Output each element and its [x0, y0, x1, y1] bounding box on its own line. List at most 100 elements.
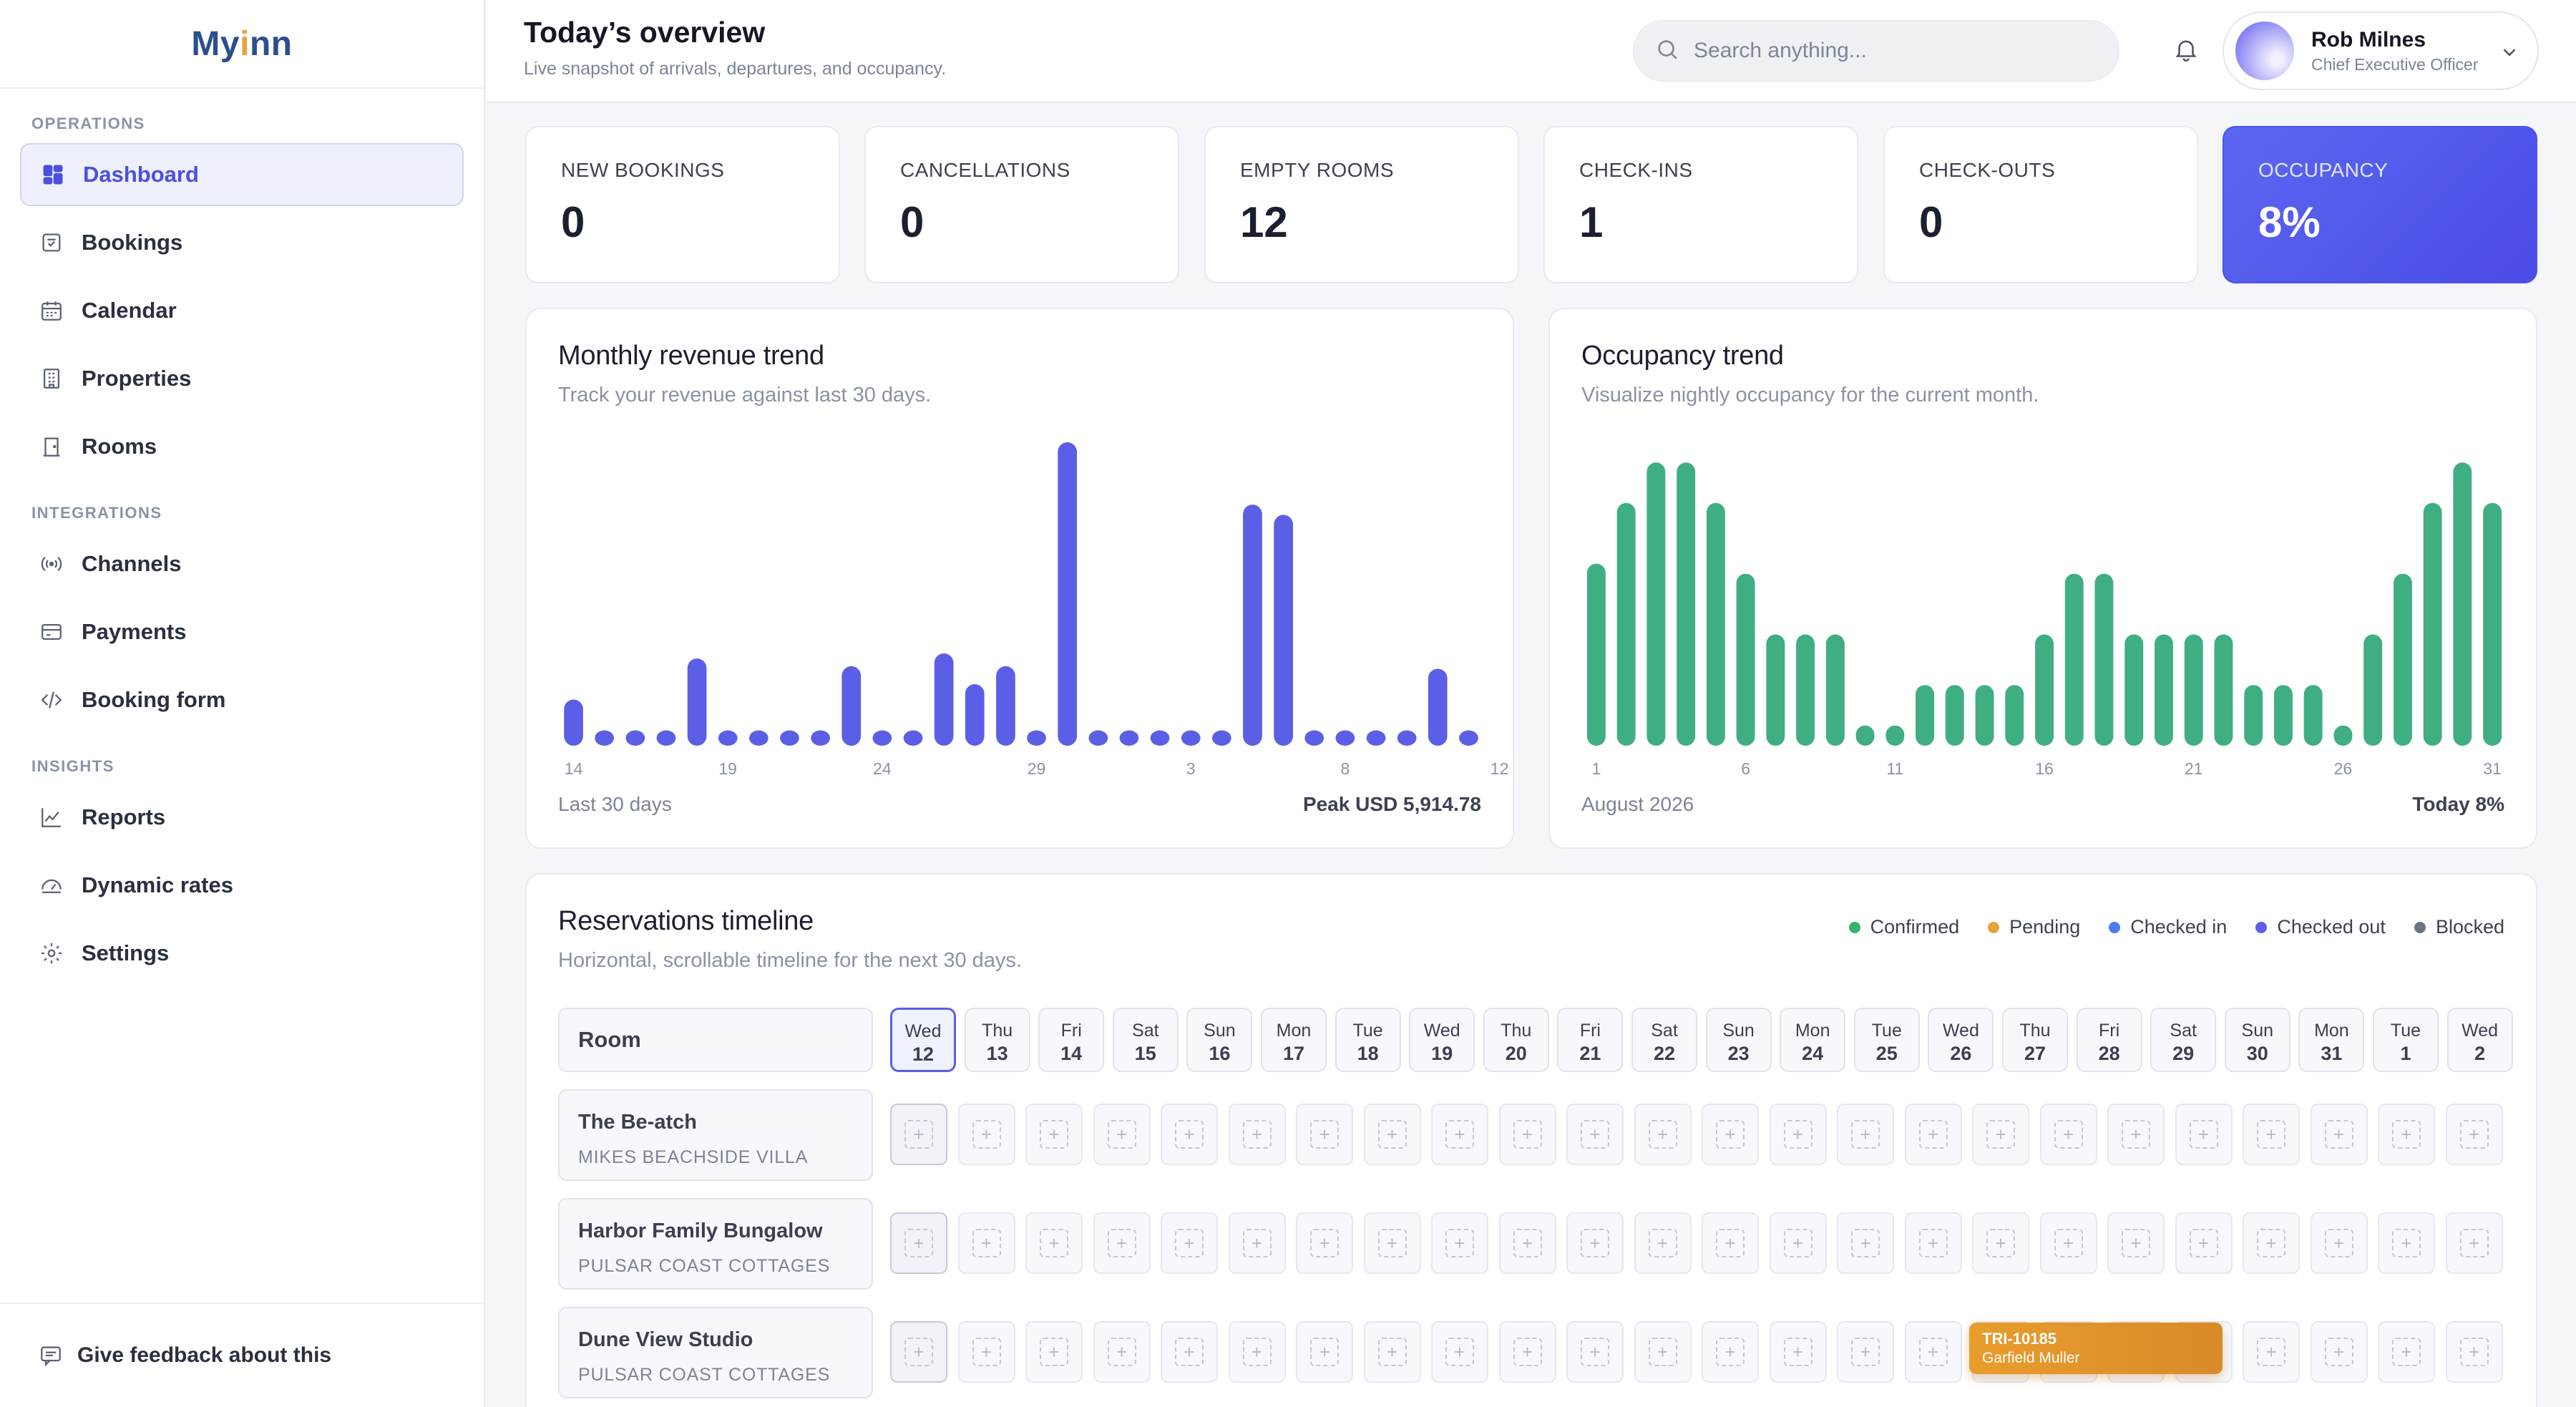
sidebar-item-properties[interactable]: Properties: [20, 347, 464, 410]
timeline-cell[interactable]: +: [1769, 1321, 1827, 1383]
timeline-cell[interactable]: +: [2107, 1104, 2165, 1165]
sidebar-item-settings[interactable]: Settings: [20, 922, 464, 985]
timeline-cell[interactable]: +: [1904, 1321, 1962, 1383]
bar-1[interactable]: [1616, 502, 1636, 746]
timeline-cell[interactable]: +: [1837, 1104, 1894, 1165]
timeline-cell[interactable]: +: [2445, 1212, 2503, 1274]
timeline-cell[interactable]: +: [1093, 1212, 1151, 1274]
timeline-cell[interactable]: +: [1296, 1104, 1353, 1165]
sidebar-item-dynamic-rates[interactable]: Dynamic rates: [20, 854, 464, 917]
timeline-cell[interactable]: +: [1431, 1321, 1488, 1383]
bar-28[interactable]: [2423, 502, 2442, 746]
bar-25[interactable]: [2333, 725, 2353, 746]
timeline-cell[interactable]: +: [1161, 1212, 1218, 1274]
bar-22[interactable]: [2244, 685, 2263, 746]
timeline-cell[interactable]: +: [2243, 1212, 2300, 1274]
bar-11[interactable]: [903, 730, 923, 746]
sidebar-item-bookings[interactable]: Bookings: [20, 211, 464, 274]
timeline-cell[interactable]: +: [1363, 1104, 1421, 1165]
timeline-cell[interactable]: +: [957, 1212, 1015, 1274]
bar-6[interactable]: [749, 730, 769, 746]
sidebar-item-rooms[interactable]: Rooms: [20, 415, 464, 478]
timeline-cell[interactable]: +: [1161, 1321, 1218, 1383]
timeline-cell[interactable]: +: [2445, 1321, 2503, 1383]
timeline-cell[interactable]: +: [957, 1321, 1015, 1383]
timeline-cell[interactable]: +: [1972, 1104, 2029, 1165]
timeline-cell[interactable]: +: [2243, 1104, 2300, 1165]
bar-4[interactable]: [1706, 502, 1725, 746]
timeline-cell[interactable]: +: [2039, 1212, 2097, 1274]
timeline-cell[interactable]: +: [1904, 1104, 1962, 1165]
timeline-cell[interactable]: +: [2378, 1212, 2435, 1274]
timeline-cell[interactable]: +: [1498, 1104, 1556, 1165]
myinn-logo[interactable]: Myinn: [191, 24, 293, 63]
timeline-cell[interactable]: +: [1296, 1212, 1353, 1274]
timeline-cell[interactable]: +: [890, 1104, 947, 1165]
timeline-cell[interactable]: +: [1566, 1321, 1624, 1383]
bar-30[interactable]: [2483, 502, 2502, 746]
timeline-cell[interactable]: +: [1228, 1321, 1286, 1383]
bar-12[interactable]: [1945, 685, 1964, 746]
bar-15[interactable]: [1027, 730, 1046, 746]
bar-9[interactable]: [1855, 725, 1875, 746]
bar-18[interactable]: [2124, 634, 2144, 746]
timeline-cell[interactable]: +: [2243, 1321, 2300, 1383]
bar-25[interactable]: [1335, 730, 1355, 746]
search-input[interactable]: [1694, 39, 2094, 63]
timeline-cell[interactable]: +: [1566, 1212, 1624, 1274]
bar-7[interactable]: [1796, 634, 1815, 746]
timeline-cell[interactable]: +: [1837, 1321, 1894, 1383]
timeline-cell[interactable]: +: [1296, 1321, 1353, 1383]
timeline-cell[interactable]: +: [1634, 1104, 1692, 1165]
timeline-cell[interactable]: +: [1566, 1104, 1624, 1165]
bar-10[interactable]: [1885, 725, 1905, 746]
timeline-cell[interactable]: +: [2310, 1321, 2368, 1383]
timeline-cell[interactable]: +: [1431, 1104, 1488, 1165]
bar-17[interactable]: [1088, 730, 1108, 746]
sidebar-item-booking-form[interactable]: Booking form: [20, 668, 464, 731]
bar-3[interactable]: [1677, 462, 1696, 746]
bar-21[interactable]: [2214, 634, 2233, 746]
room-row[interactable]: The Be-atch MIKES BEACHSIDE VILLA: [558, 1089, 873, 1181]
feedback-button[interactable]: Give feedback about this: [0, 1303, 484, 1407]
bar-0[interactable]: [1586, 563, 1606, 746]
bar-20[interactable]: [2184, 634, 2203, 746]
bar-13[interactable]: [1975, 685, 1994, 746]
bar-5[interactable]: [718, 730, 738, 746]
bar-13[interactable]: [965, 684, 985, 746]
timeline-cell[interactable]: +: [2175, 1212, 2233, 1274]
sidebar-item-reports[interactable]: Reports: [20, 786, 464, 849]
timeline-cell[interactable]: +: [1702, 1212, 1759, 1274]
bar-10[interactable]: [872, 730, 892, 746]
bar-1[interactable]: [595, 730, 614, 746]
bar-27[interactable]: [1397, 730, 1417, 746]
bar-2[interactable]: [625, 730, 645, 746]
sidebar-item-payments[interactable]: Payments: [20, 600, 464, 663]
bar-14[interactable]: [996, 666, 1015, 746]
bar-29[interactable]: [2453, 462, 2472, 746]
bar-8[interactable]: [1825, 634, 1845, 746]
bar-23[interactable]: [1274, 515, 1293, 746]
user-menu[interactable]: Rob Milnes Chief Executive Officer: [2223, 11, 2539, 90]
timeline-cell[interactable]: +: [1161, 1104, 1218, 1165]
timeline-cell[interactable]: +: [890, 1212, 947, 1274]
sidebar-item-channels[interactable]: Channels: [20, 532, 464, 595]
timeline-cell[interactable]: +: [1431, 1212, 1488, 1274]
bar-19[interactable]: [2155, 634, 2173, 746]
timeline-cell[interactable]: +: [1363, 1212, 1421, 1274]
bar-6[interactable]: [1766, 634, 1785, 746]
sidebar-item-calendar[interactable]: Calendar: [20, 279, 464, 342]
bar-20[interactable]: [1181, 730, 1201, 746]
timeline-cell[interactable]: +: [1702, 1321, 1759, 1383]
bar-14[interactable]: [2005, 685, 2024, 746]
booking-bar[interactable]: TRI-10185 Garfield Muller: [1969, 1323, 2223, 1374]
bar-8[interactable]: [811, 730, 830, 746]
bar-28[interactable]: [1428, 668, 1448, 746]
timeline-cell[interactable]: +: [2107, 1212, 2165, 1274]
bar-4[interactable]: [687, 658, 707, 746]
timeline-cell[interactable]: +: [2039, 1104, 2097, 1165]
timeline-cell[interactable]: +: [957, 1104, 1015, 1165]
timeline-cell[interactable]: +: [1498, 1321, 1556, 1383]
bar-16[interactable]: [2064, 573, 2084, 746]
timeline-cell[interactable]: +: [1769, 1212, 1827, 1274]
